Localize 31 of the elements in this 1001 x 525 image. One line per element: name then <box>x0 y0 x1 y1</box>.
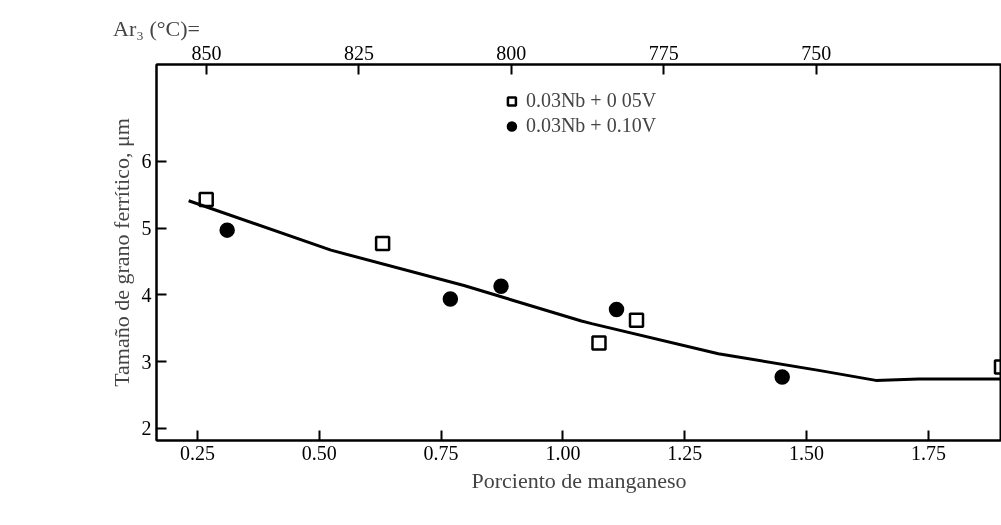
point <box>442 291 459 307</box>
point <box>198 191 214 208</box>
x2-tick-label: 750 <box>801 41 832 64</box>
x-tick-label: 0.25 <box>179 441 215 464</box>
x-axis-title: Porciento de manganeso <box>471 467 687 493</box>
x2-tick-label: 775 <box>648 41 679 64</box>
y-tick-label: 4 <box>141 283 152 306</box>
x2-tick-label: 800 <box>496 41 527 64</box>
x-tick-label: 1.00 <box>545 441 581 464</box>
x-tick-label: 1.25 <box>667 441 703 464</box>
y-tick-label: 6 <box>141 150 152 173</box>
legend-label: 0.03Nb + 0.10V <box>525 114 657 137</box>
x2-tick-label: 825 <box>343 41 374 64</box>
x-tick-label: 0.75 <box>423 441 459 464</box>
point <box>591 335 607 351</box>
point <box>493 278 509 294</box>
point <box>219 222 235 238</box>
x-tick-label: 0.50 <box>301 441 337 464</box>
y-axis-title: Tamaño de grano ferrítico, μm <box>108 118 134 387</box>
legend-label: 0.03Nb + 0 05V <box>525 89 657 112</box>
y-tick-label: 3 <box>141 350 152 373</box>
x-tick-label: 1.75 <box>910 441 946 464</box>
point <box>774 369 790 385</box>
point <box>374 235 391 252</box>
point <box>608 301 625 318</box>
x2-tick-label: 850 <box>191 41 222 64</box>
y-tick-label: 2 <box>141 417 152 440</box>
x-tick-label: 1.50 <box>789 441 825 464</box>
x2-axis-title: Ar₃ (°C)= <box>113 15 200 41</box>
y-tick-label: 5 <box>141 217 152 240</box>
point <box>628 312 645 329</box>
